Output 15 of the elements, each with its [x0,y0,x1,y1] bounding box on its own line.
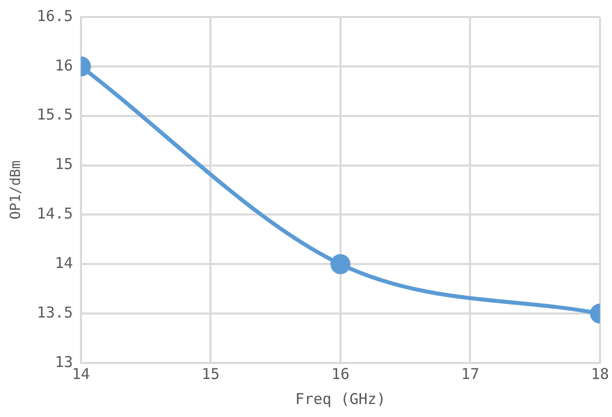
x-tick-label: 15 [202,364,220,383]
y-tick-label: 13.5 [36,303,73,322]
y-tick-label: 14 [54,254,73,272]
x-tick-label: 17 [461,364,480,383]
y-tick-label: 16.5 [36,6,73,25]
y-tick-label: 16 [54,56,73,74]
y-tick-label: 15 [54,155,73,174]
x-tick-label: 16 [331,364,350,383]
y-tick-label: 15.5 [36,106,73,124]
y-axis-title: OP1/dBm [8,160,24,220]
x-tick-label: 14 [72,364,90,383]
x-tick-label: 18 [590,364,609,383]
x-axis-title: Freq (GHz) [295,390,386,408]
y-tick-label: 13 [54,352,73,371]
y-tick-label: 14.5 [36,204,73,223]
